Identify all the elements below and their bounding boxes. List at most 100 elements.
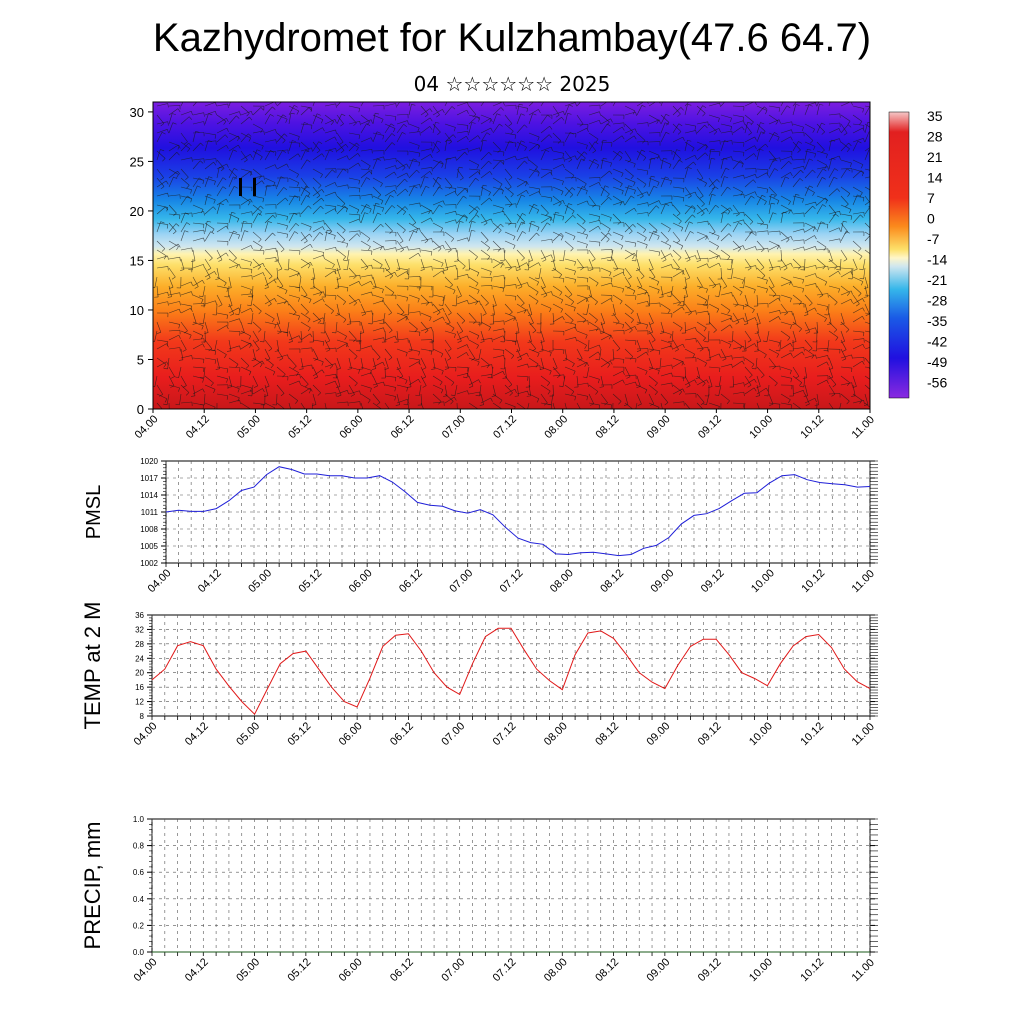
wind-barb [624, 339, 636, 342]
wind-barb-flag [389, 275, 394, 279]
wind-barb [228, 307, 239, 314]
wind-barb-flag [761, 248, 765, 253]
wind-barb-flag [754, 136, 757, 141]
wind-barb [768, 132, 775, 143]
wind-barb [204, 206, 214, 215]
wind-barb-flag [268, 348, 273, 352]
wind-barb [684, 214, 693, 224]
wind-barb [300, 122, 305, 134]
wind-barb-flag [203, 237, 205, 242]
wind-barb [648, 384, 658, 393]
wind-barb-flag [835, 413, 839, 414]
wind-barb-flag [251, 269, 253, 274]
wind-barb [408, 158, 414, 170]
wind-barb [264, 366, 276, 373]
wind-barb-flag [166, 343, 169, 348]
wind-barb [840, 213, 852, 217]
wind-barb [780, 195, 791, 202]
wind-barb-flag [834, 302, 838, 306]
wind-barb [336, 168, 344, 179]
wind-barb [276, 231, 288, 235]
wind-barb-flag [377, 212, 382, 215]
wind-barb-flag [402, 167, 406, 171]
wind-barb [540, 134, 550, 143]
wind-barb [768, 316, 779, 323]
wind-barb [612, 370, 624, 377]
wind-barb-flag [752, 179, 757, 183]
wind-barb [684, 303, 692, 313]
wind-barb-flag [772, 294, 777, 298]
wind-barb [372, 402, 382, 409]
wind-barb [468, 276, 479, 284]
wind-barb [864, 321, 870, 325]
wind-barb [732, 285, 743, 293]
wind-barb-flag [646, 324, 648, 329]
wind-barb [540, 339, 544, 351]
wind-barb-flag [367, 97, 370, 99]
wind-barb [228, 213, 240, 219]
wind-barb [180, 281, 192, 287]
wind-barb-flag [827, 323, 832, 325]
wind-barb [792, 165, 804, 170]
wind-barb [744, 195, 752, 206]
wind-barb-flag [482, 139, 487, 142]
wind-barb [840, 222, 848, 232]
wind-barb [768, 365, 780, 368]
wind-barb [756, 172, 767, 179]
wind-barb-flag [226, 127, 229, 132]
wind-barb [252, 130, 264, 134]
wind-barb-flag [341, 203, 346, 207]
wind-barb [756, 267, 766, 276]
wind-barb [792, 228, 804, 233]
wind-barb [696, 339, 704, 350]
wind-barb-flag [335, 363, 337, 368]
wind-barb [804, 158, 810, 170]
wind-barb [456, 321, 464, 332]
wind-barb [708, 312, 711, 324]
wind-barb-flag [860, 170, 864, 174]
wind-barb-flag [201, 299, 204, 304]
wind-barb-flag [629, 131, 634, 135]
wind-barb [240, 150, 248, 161]
wind-barb [180, 110, 192, 116]
wind-barb [300, 233, 310, 242]
wind-barb-flag [803, 228, 805, 233]
wind-barb-flag [587, 278, 589, 283]
wind-barb-flag [454, 191, 457, 196]
wind-barb-flag [436, 312, 441, 316]
wind-barb-flag [832, 384, 837, 388]
wind-barb [528, 169, 537, 179]
wind-barb-flag [431, 302, 433, 307]
wind-barb-flag [316, 195, 321, 199]
wind-barb [864, 235, 870, 242]
wind-barb [180, 321, 188, 332]
wind-barb-flag [346, 287, 349, 292]
x-tick-label: 07.12 [491, 956, 519, 984]
wind-barb [660, 339, 672, 344]
wind-barb-flag [391, 133, 396, 137]
wind-barb [852, 159, 864, 165]
wind-barb-flag [388, 357, 393, 361]
wind-barb-flag [682, 361, 685, 366]
wind-barb [492, 187, 501, 197]
wind-barb [852, 105, 864, 109]
wind-barb [828, 270, 839, 278]
wind-barb-flag [262, 263, 265, 268]
y-tick-label: 15 [130, 253, 144, 268]
wind-barb [192, 357, 204, 360]
wind-barb [168, 292, 180, 296]
wind-barb [456, 390, 468, 395]
wind-barb-flag [580, 267, 584, 271]
wind-barb [372, 223, 381, 233]
wind-barb [360, 384, 372, 389]
wind-barb [264, 150, 276, 153]
wind-barb [624, 285, 636, 292]
wind-barb [708, 353, 720, 359]
wind-barb-flag [458, 166, 463, 169]
wind-barb-flag [166, 361, 169, 366]
wind-barb-flag [815, 246, 817, 251]
wind-barb-flag [621, 126, 625, 131]
wind-barb-flag [442, 245, 445, 249]
wind-barb [228, 294, 233, 306]
wind-barb-flag [529, 322, 534, 325]
